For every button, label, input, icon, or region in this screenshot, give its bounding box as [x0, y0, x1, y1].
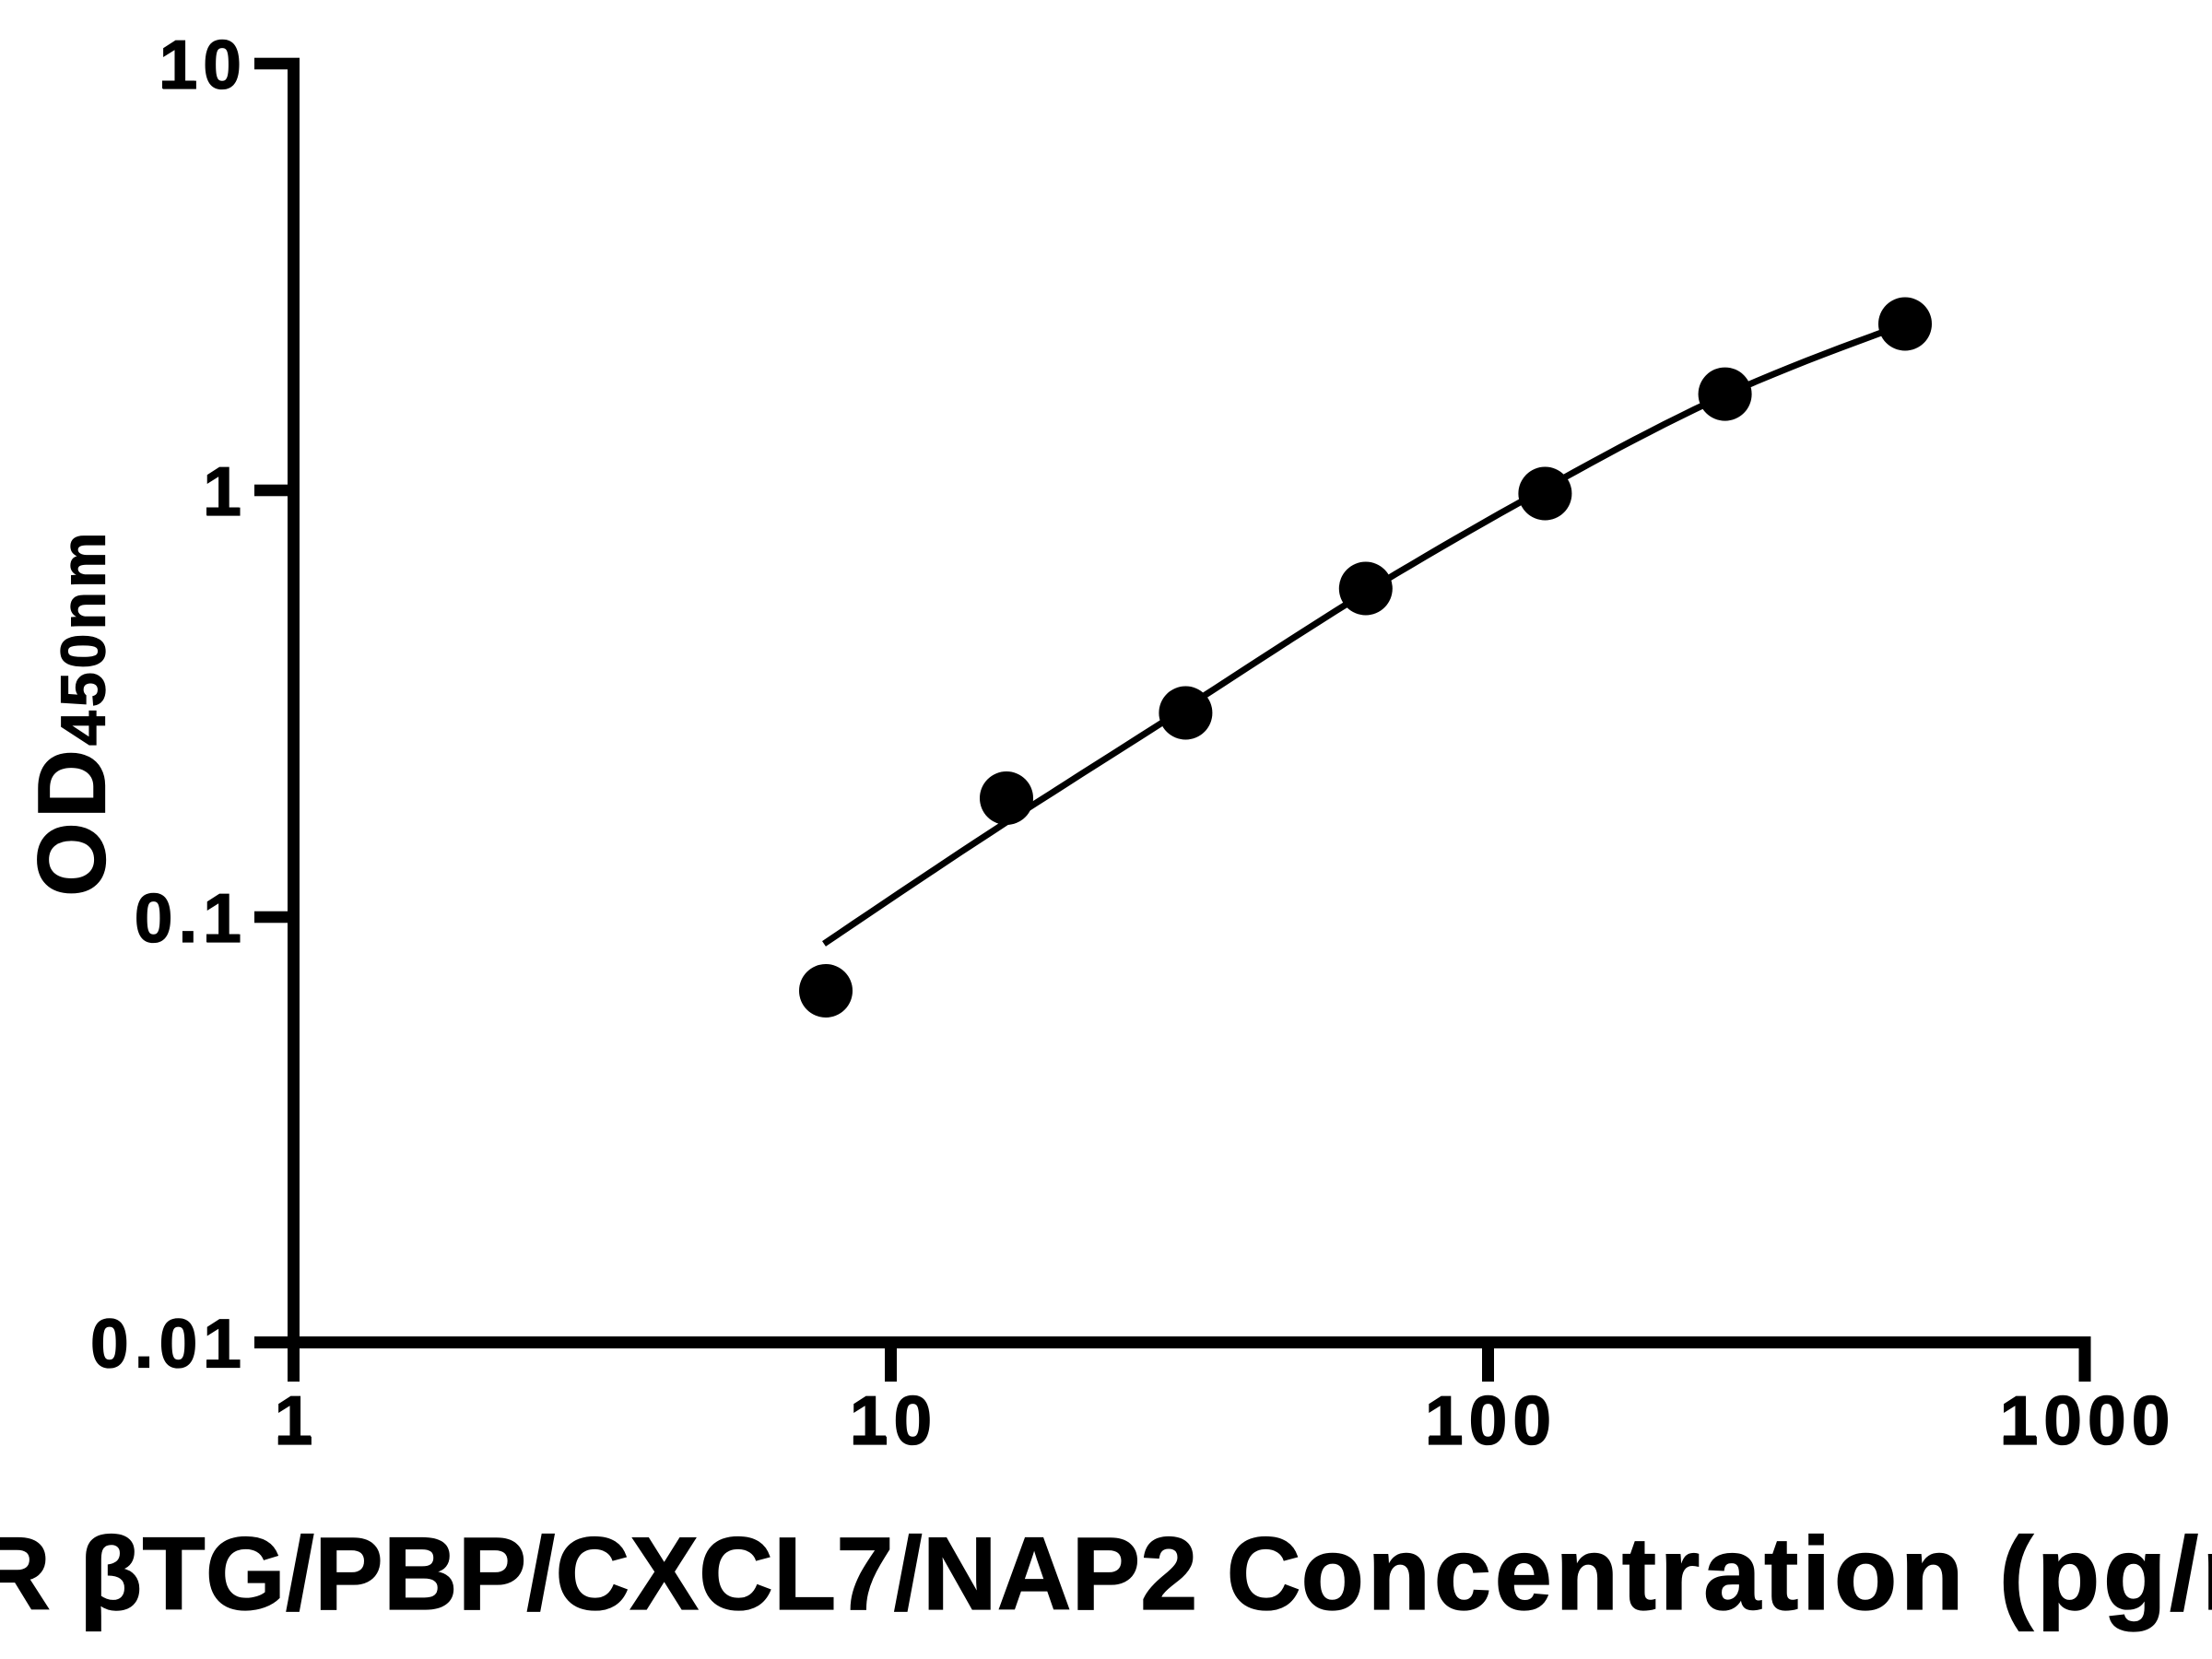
svg-text:0.01: 0.01 [90, 1305, 247, 1382]
svg-text:10: 10 [850, 1382, 937, 1459]
svg-text:1: 1 [203, 453, 247, 530]
svg-text:R βTG/PBP/CXCL7/NAP2 Concentra: R βTG/PBP/CXCL7/NAP2 Concentration (pg/m… [0, 1516, 2212, 1631]
svg-text:1: 1 [275, 1382, 319, 1459]
svg-text:0.1: 0.1 [135, 879, 247, 957]
svg-text:10: 10 [159, 26, 247, 103]
svg-text:1000: 1000 [2000, 1382, 2176, 1459]
svg-text:OD450nm: OD450nm [19, 529, 126, 897]
svg-text:100: 100 [1425, 1382, 1557, 1459]
